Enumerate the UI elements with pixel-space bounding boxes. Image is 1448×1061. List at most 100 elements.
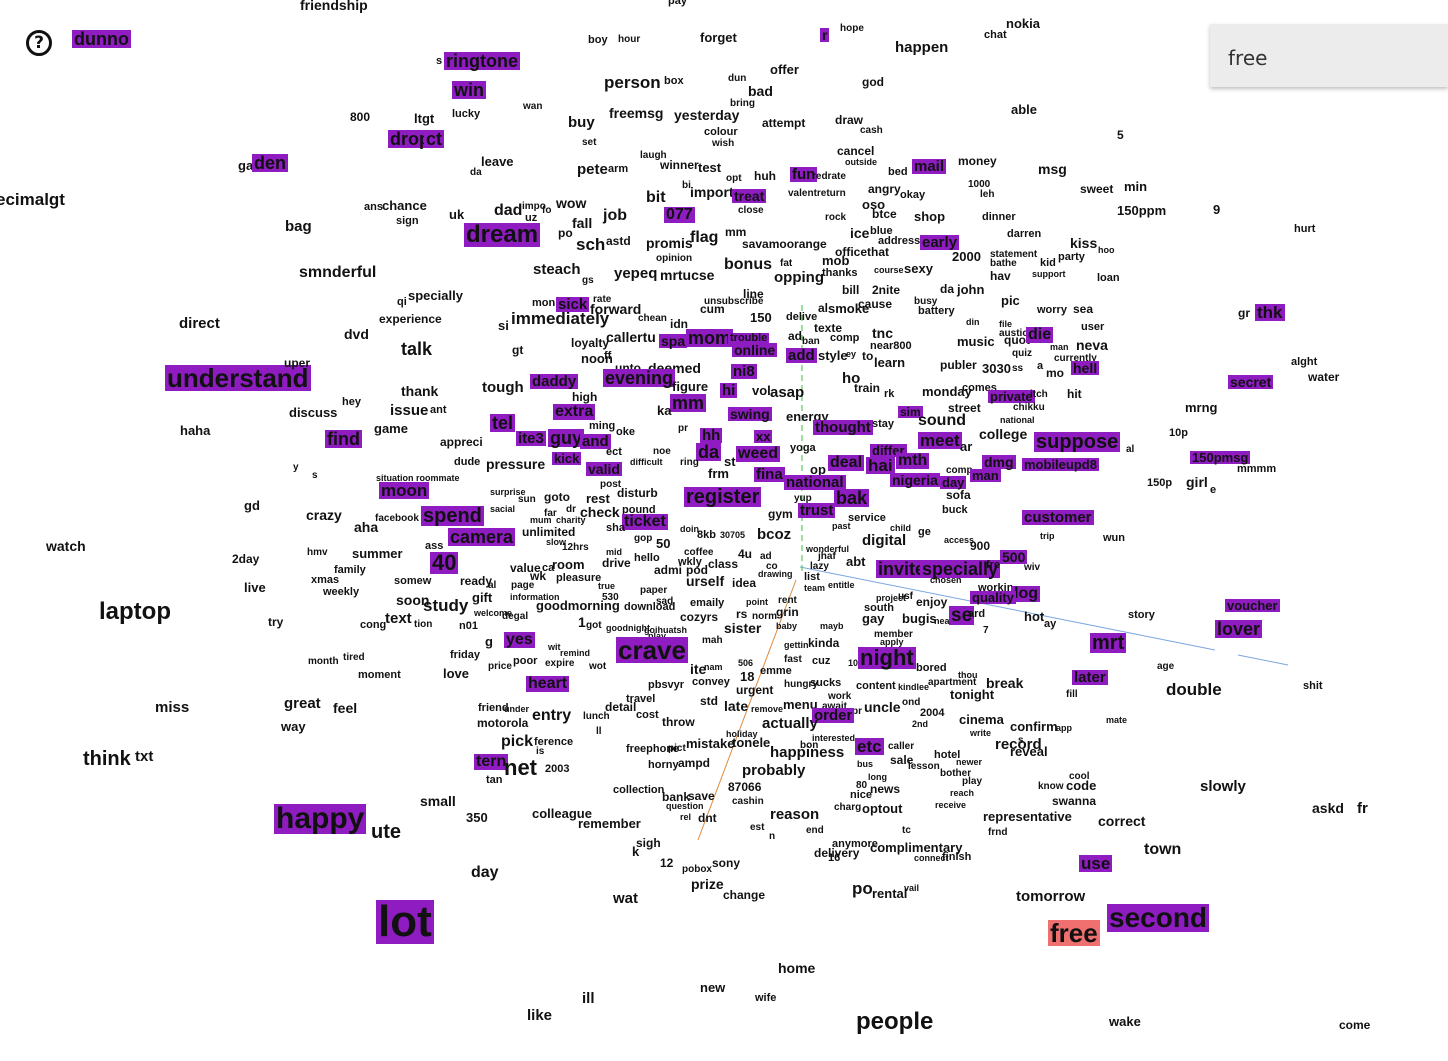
word[interactable]: pay bbox=[668, 0, 687, 7]
word[interactable]: ard bbox=[968, 608, 986, 620]
word[interactable]: forward bbox=[590, 301, 642, 317]
highlighted-word[interactable]: drop bbox=[388, 129, 432, 149]
highlighted-word[interactable]: suppose bbox=[1034, 431, 1121, 453]
word[interactable]: thou bbox=[958, 670, 978, 680]
highlighted-word[interactable]: hai bbox=[866, 456, 895, 475]
word[interactable]: dvd bbox=[344, 326, 369, 342]
word[interactable]: battery bbox=[918, 305, 955, 317]
word[interactable]: uz bbox=[525, 212, 538, 224]
word[interactable]: play bbox=[648, 631, 667, 641]
word[interactable]: da bbox=[470, 167, 482, 178]
word[interactable]: sucks bbox=[810, 677, 842, 689]
word[interactable]: 3030 bbox=[982, 361, 1011, 376]
word[interactable]: al bbox=[1126, 444, 1135, 455]
word[interactable]: opt bbox=[726, 173, 742, 184]
highlighted-word[interactable]: customer bbox=[1022, 509, 1094, 526]
word[interactable]: mm bbox=[725, 225, 747, 239]
word[interactable]: pobox bbox=[682, 864, 712, 875]
word[interactable]: cashin bbox=[732, 796, 764, 807]
word[interactable]: hotel bbox=[934, 749, 961, 761]
word[interactable]: goodmorning bbox=[536, 598, 620, 613]
highlighted-word[interactable]: ringtone bbox=[444, 51, 520, 71]
word[interactable]: mrng bbox=[1185, 400, 1218, 415]
word[interactable]: address bbox=[878, 235, 921, 247]
word[interactable]: south bbox=[864, 602, 894, 614]
word[interactable]: impo bbox=[522, 201, 546, 212]
word[interactable]: s bbox=[312, 470, 318, 481]
word[interactable]: throw bbox=[662, 715, 695, 729]
word[interactable]: study bbox=[423, 596, 469, 615]
word[interactable]: write bbox=[970, 728, 992, 738]
word[interactable]: shop bbox=[914, 209, 946, 224]
word[interactable]: way bbox=[281, 719, 306, 734]
highlighted-word[interactable]: use bbox=[1079, 854, 1113, 873]
word[interactable]: member bbox=[874, 629, 913, 640]
word[interactable]: tc bbox=[902, 825, 911, 836]
word[interactable]: da bbox=[940, 282, 955, 296]
word[interactable]: mo bbox=[1046, 366, 1064, 380]
word[interactable]: askd bbox=[1312, 800, 1344, 816]
word[interactable]: finish bbox=[942, 851, 972, 863]
highlighted-word[interactable]: sick bbox=[556, 296, 590, 313]
word[interactable]: loan bbox=[1097, 272, 1120, 284]
word[interactable]: blue bbox=[870, 225, 893, 237]
word[interactable]: cool bbox=[1069, 771, 1090, 782]
word[interactable]: post bbox=[600, 479, 622, 490]
highlighted-word[interactable]: specially bbox=[920, 559, 1001, 579]
highlighted-word[interactable]: add bbox=[786, 347, 817, 364]
word[interactable]: friend bbox=[478, 702, 509, 714]
word[interactable]: frm bbox=[708, 466, 729, 481]
word[interactable]: sign bbox=[396, 215, 419, 227]
word[interactable]: late bbox=[724, 698, 749, 714]
word[interactable]: redrate bbox=[812, 171, 846, 182]
word[interactable]: colleague bbox=[532, 806, 592, 821]
word[interactable]: rk bbox=[884, 388, 895, 400]
word[interactable]: k bbox=[632, 844, 640, 859]
word[interactable]: gay bbox=[862, 611, 885, 626]
word[interactable]: sister bbox=[724, 620, 762, 636]
word[interactable]: yoga bbox=[790, 442, 816, 454]
word[interactable]: 1000 bbox=[968, 179, 991, 190]
word[interactable]: soon bbox=[396, 592, 430, 608]
word[interactable]: reach bbox=[950, 788, 975, 798]
word[interactable]: 150ppm bbox=[1117, 203, 1167, 218]
word[interactable]: dun bbox=[728, 73, 747, 84]
word[interactable]: okay bbox=[900, 189, 926, 201]
word[interactable]: ice bbox=[850, 225, 870, 241]
word[interactable]: bill bbox=[842, 283, 860, 297]
word[interactable]: vail bbox=[904, 883, 920, 893]
word[interactable]: digital bbox=[862, 532, 907, 549]
word[interactable]: file bbox=[999, 319, 1013, 329]
word[interactable]: min bbox=[1124, 179, 1148, 194]
word[interactable]: miss bbox=[155, 699, 190, 716]
word[interactable]: mistake bbox=[686, 736, 735, 751]
word[interactable]: msg bbox=[1038, 161, 1067, 177]
word[interactable]: cause bbox=[858, 297, 893, 311]
word[interactable]: valentreturn bbox=[788, 188, 846, 199]
word[interactable]: haha bbox=[180, 423, 211, 438]
word[interactable]: goodnight bbox=[606, 623, 650, 633]
word[interactable]: g bbox=[485, 634, 493, 649]
highlighted-word[interactable]: online bbox=[732, 342, 778, 358]
word[interactable]: true bbox=[598, 581, 616, 591]
word[interactable]: paper bbox=[640, 585, 668, 596]
word[interactable]: optout bbox=[862, 801, 903, 816]
word[interactable]: appreci bbox=[440, 435, 483, 449]
word[interactable]: leave bbox=[481, 154, 514, 169]
word[interactable]: bring bbox=[730, 98, 755, 109]
word[interactable]: close bbox=[738, 205, 764, 216]
word[interactable]: service bbox=[848, 512, 886, 524]
word[interactable]: ass bbox=[425, 540, 444, 552]
word[interactable]: sweet bbox=[1080, 182, 1114, 196]
word[interactable]: moment bbox=[358, 669, 401, 681]
word[interactable]: workin bbox=[978, 582, 1014, 594]
word[interactable]: code bbox=[1066, 778, 1097, 793]
word[interactable]: gift bbox=[472, 590, 493, 605]
word[interactable]: child bbox=[890, 523, 912, 533]
word[interactable]: work bbox=[828, 691, 852, 702]
word[interactable]: chance bbox=[382, 198, 427, 213]
word[interactable]: s bbox=[436, 55, 443, 67]
word[interactable]: gs bbox=[582, 275, 594, 286]
word[interactable]: worry bbox=[1037, 304, 1067, 316]
word[interactable]: surprise bbox=[490, 487, 526, 497]
